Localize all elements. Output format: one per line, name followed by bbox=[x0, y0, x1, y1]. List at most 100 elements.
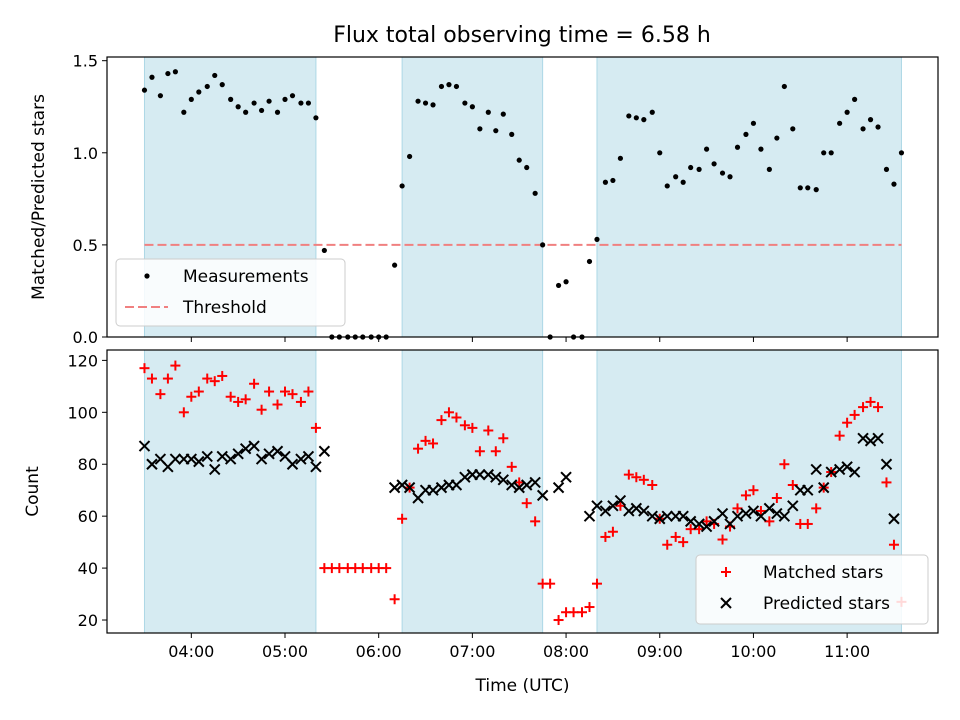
measurement-point bbox=[664, 183, 670, 189]
y-axis-label: Matched/Predicted stars bbox=[29, 94, 49, 300]
predicted-stars-point bbox=[583, 510, 596, 522]
measurement-point bbox=[844, 109, 850, 115]
matched-stars-point bbox=[474, 446, 485, 457]
matched-stars-point bbox=[146, 373, 157, 384]
measurement-point bbox=[407, 153, 413, 160]
predicted-marker-stroke bbox=[731, 510, 744, 522]
matched-stars-point bbox=[755, 505, 766, 516]
measurement-point bbox=[641, 117, 647, 123]
top-panel: 0.0 0.5 1.0 1.5 Matched/Predicted stars Measu… bbox=[29, 52, 939, 347]
predicted-stars-point bbox=[623, 505, 635, 517]
predicted-marker-stroke bbox=[169, 453, 182, 465]
legend-predicted-stroke bbox=[720, 597, 732, 609]
predicted-stars-point bbox=[255, 453, 268, 465]
y-tick-label: 1.5 bbox=[73, 52, 98, 71]
matched-stars-point bbox=[873, 402, 884, 413]
measurement-point bbox=[524, 164, 530, 171]
chart-title: Flux total observing time = 6.58 h bbox=[333, 23, 711, 48]
predicted-marker-stroke bbox=[880, 458, 893, 470]
predicted-stars-point bbox=[490, 471, 502, 483]
predicted-marker-stroke bbox=[536, 489, 549, 502]
predicted-stars-point bbox=[497, 474, 510, 486]
measurement-point bbox=[727, 174, 733, 180]
matched-stars-point bbox=[849, 409, 860, 420]
predicted-marker-stroke bbox=[716, 507, 729, 520]
bottom-panel: 20 40 60 80 100 120 04:00 05:00 06:00 07:00 08:00 0… bbox=[23, 349, 939, 696]
legend-predicted-marker bbox=[720, 597, 732, 609]
predicted-stars-point bbox=[482, 468, 495, 481]
predicted-stars-point bbox=[802, 484, 814, 496]
measurement-point bbox=[586, 258, 593, 265]
predicted-stars-point bbox=[864, 435, 877, 447]
measurement-point bbox=[453, 83, 460, 90]
predicted-marker-stroke bbox=[700, 520, 713, 533]
matched-stars-point bbox=[615, 500, 626, 511]
matched-stars-point bbox=[600, 531, 611, 542]
matched-stars-point bbox=[295, 396, 306, 407]
legend-matched-marker bbox=[721, 567, 731, 577]
measurement-point bbox=[633, 115, 639, 121]
measurement-point bbox=[540, 242, 546, 248]
predicted-marker-stroke bbox=[193, 455, 205, 468]
measurement-point bbox=[196, 89, 202, 95]
matched-stars-point bbox=[170, 360, 181, 371]
measurement-point bbox=[172, 69, 178, 75]
predicted-marker-stroke bbox=[591, 500, 603, 512]
matched-stars-point bbox=[811, 503, 822, 514]
matched-stars-point bbox=[553, 615, 564, 626]
matched-stars-point bbox=[287, 389, 298, 400]
predicted-stars-point bbox=[693, 518, 705, 530]
predicted-stars-point bbox=[833, 463, 846, 476]
measurement-point bbox=[289, 93, 296, 99]
predicted-stars-point bbox=[677, 510, 689, 522]
matched-stars-point bbox=[694, 524, 705, 535]
measurement-point bbox=[274, 109, 281, 115]
legend-threshold-label: Threshold bbox=[182, 298, 267, 318]
measurement-point bbox=[188, 96, 194, 102]
measurement-point bbox=[610, 177, 616, 184]
predicted-marker-stroke bbox=[216, 450, 228, 463]
measurement-point bbox=[813, 187, 819, 193]
matched-stars-point bbox=[428, 438, 439, 449]
measurement-point bbox=[438, 83, 445, 90]
measurement-point bbox=[204, 83, 210, 90]
y-tick-label: 1.0 bbox=[73, 144, 98, 163]
predicted-marker-stroke bbox=[396, 479, 408, 491]
matched-stars-point bbox=[521, 498, 532, 509]
measurement-point bbox=[875, 124, 881, 130]
measurement-point bbox=[219, 82, 225, 88]
predicted-marker-stroke bbox=[286, 458, 299, 470]
legend-measurements-marker bbox=[144, 273, 150, 279]
measurement-point bbox=[750, 120, 757, 126]
matched-stars-point bbox=[678, 537, 689, 548]
matched-stars-point bbox=[381, 563, 392, 574]
predicted-marker-stroke bbox=[521, 479, 533, 491]
predicted-marker-stroke bbox=[224, 453, 237, 465]
measurement-point bbox=[243, 109, 249, 115]
matched-stars-point bbox=[436, 415, 447, 426]
predicted-stars-point bbox=[700, 520, 713, 533]
predicted-stars-point bbox=[731, 510, 744, 522]
matched-stars-point bbox=[771, 492, 782, 503]
matched-stars-point bbox=[802, 518, 813, 529]
matched-stars-point bbox=[490, 446, 501, 457]
predicted-stars-point bbox=[646, 510, 658, 522]
matched-stars-point bbox=[233, 396, 244, 407]
measurement-point bbox=[251, 100, 257, 106]
matched-stars-point bbox=[685, 524, 696, 535]
measurement-point bbox=[258, 107, 265, 114]
predicted-marker-stroke bbox=[630, 502, 643, 515]
predicted-marker-stroke bbox=[255, 453, 268, 465]
matched-stars-point bbox=[389, 594, 400, 605]
predicted-marker-stroke bbox=[239, 442, 252, 455]
predicted-marker-stroke bbox=[771, 507, 783, 520]
measurement-point bbox=[711, 161, 717, 167]
measurement-point bbox=[563, 279, 569, 285]
measurement-point bbox=[532, 190, 538, 196]
predicted-stars-point bbox=[787, 500, 799, 512]
measurement-point bbox=[602, 179, 609, 185]
measurement-point bbox=[509, 131, 515, 137]
predicted-stars-point bbox=[302, 450, 315, 463]
matched-stars-point bbox=[397, 513, 408, 524]
predicted-stars-point bbox=[763, 502, 776, 515]
